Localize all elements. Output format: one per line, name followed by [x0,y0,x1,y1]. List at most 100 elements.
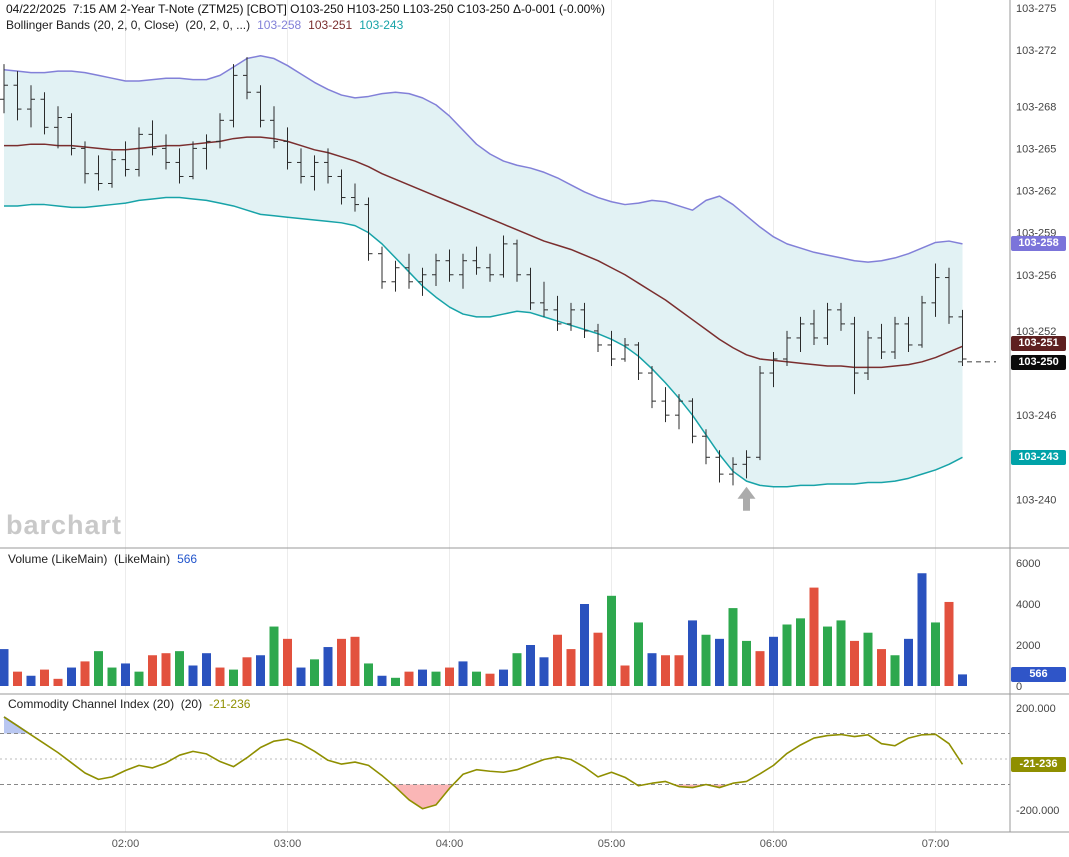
volume-bar [688,620,697,686]
up-arrow-icon [737,486,756,511]
price-badge-bb-upper: 103-258 [1011,236,1066,252]
price-tick-label: 103-240 [1016,494,1056,506]
volume-bar [215,667,225,686]
volume-bar [485,673,495,686]
time-tick-label: 04:00 [436,838,464,850]
volume-bar [715,638,724,686]
volume-bar [944,601,954,686]
volume-bar [904,638,913,686]
panel-separators [0,0,1069,833]
price-tick-label: 103-272 [1016,45,1056,57]
volume-bar [391,677,400,686]
volume-bar [769,636,778,686]
price-tick-label: 103-265 [1016,143,1056,155]
chart-title: 04/22/2025 7:15 AM 2-Year T-Note (ZTM25)… [6,2,606,16]
volume-bar [539,657,549,686]
price-tick-label: 103-268 [1016,101,1056,113]
volume-bar [121,663,130,686]
volume-bar [323,647,333,686]
volume-panel-title: Volume (LikeMain) (LikeMain) 566 [8,552,197,566]
price-tick-label: 103-275 [1016,3,1056,15]
volume-bar [161,653,171,686]
volume-bar [728,608,738,686]
volume-bar [404,671,414,686]
volume-bar [175,651,184,686]
volume-bar [94,651,103,686]
volume-bar [836,620,846,686]
volume-bar [80,661,90,686]
volume-bar [148,655,157,686]
price-badge-bb-lower: 103-243 [1011,449,1066,465]
volume-bar [553,634,562,686]
time-tick-label: 05:00 [598,838,626,850]
volume-bar [202,653,211,686]
volume-bar [337,638,346,686]
volume-bar [823,626,832,686]
volume-bar [917,573,927,686]
low-arrow-marker [737,486,756,511]
volume-bar [445,667,454,686]
cci-panel [0,716,1010,810]
volume-bar [418,669,427,686]
volume-bar [310,659,319,686]
volume-bars [0,573,967,686]
time-tick-label: 06:00 [760,838,788,850]
bollinger-middle-value: 103-251 [308,18,353,32]
volume-bar [67,667,76,686]
price-tick-label: 103-256 [1016,270,1056,282]
ohlc-bars [0,57,967,486]
volume-tick-label: 6000 [1016,558,1040,570]
indicator-legend: Bollinger Bands (20, 2, 0, Close) (20, 2… [6,18,403,32]
volume-bar [472,671,481,686]
volume-bar [26,675,36,686]
volume-bar [958,674,967,686]
time-tick-label: 07:00 [922,838,950,850]
volume-bar [350,636,360,686]
volume-bar [364,663,373,686]
volume-bar [796,618,805,686]
volume-current-value: 566 [177,552,198,566]
volume-bar [13,671,22,686]
volume-bar [782,624,792,686]
volume-bar [755,651,765,686]
volume-bar [53,678,63,686]
cci-tick-label: -200.000 [1016,805,1059,817]
cci-tick-label: 200.000 [1016,703,1056,715]
volume-bar [620,665,630,686]
volume-bar [877,649,886,686]
volume-tick-label: 2000 [1016,640,1040,652]
volume-bar [283,638,292,686]
volume-bar [647,653,657,686]
time-tick-label: 02:00 [112,838,140,850]
volume-bar [458,661,468,686]
volume-bar [566,649,576,686]
volume-bar [742,640,751,686]
volume-badge: 566 [1011,666,1066,682]
volume-title-label: Volume (LikeMain) (LikeMain) [8,552,171,566]
volume-bar [931,622,940,686]
volume-bar [107,667,117,686]
price-tick-label: 103-252 [1016,326,1056,338]
cci-title-label: Commodity Channel Index (20) (20) [8,697,203,711]
volume-bar [269,626,279,686]
cci-badge: -21-236 [1011,756,1066,772]
cci-panel-title: Commodity Channel Index (20) (20) -21-236 [8,697,250,711]
volume-tick-label: 4000 [1016,599,1040,611]
volume-bar [242,657,252,686]
volume-bar [863,632,873,686]
cci-current-value: -21-236 [209,697,251,711]
time-tick-label: 03:00 [274,838,302,850]
volume-bar [809,587,819,686]
bollinger-label: Bollinger Bands (20, 2, 0, Close) (20, 2… [6,18,251,32]
volume-bar [661,655,670,686]
volume-bar [431,671,441,686]
volume-bar [607,595,616,686]
volume-bar [377,675,387,686]
volume-bar [40,669,49,686]
volume-bar [188,665,198,686]
volume-bar [850,640,859,686]
volume-bar [0,649,9,686]
time-axis-labels: 02:00 03:00 04:00 05:00 06:00 07:00 [112,838,950,850]
